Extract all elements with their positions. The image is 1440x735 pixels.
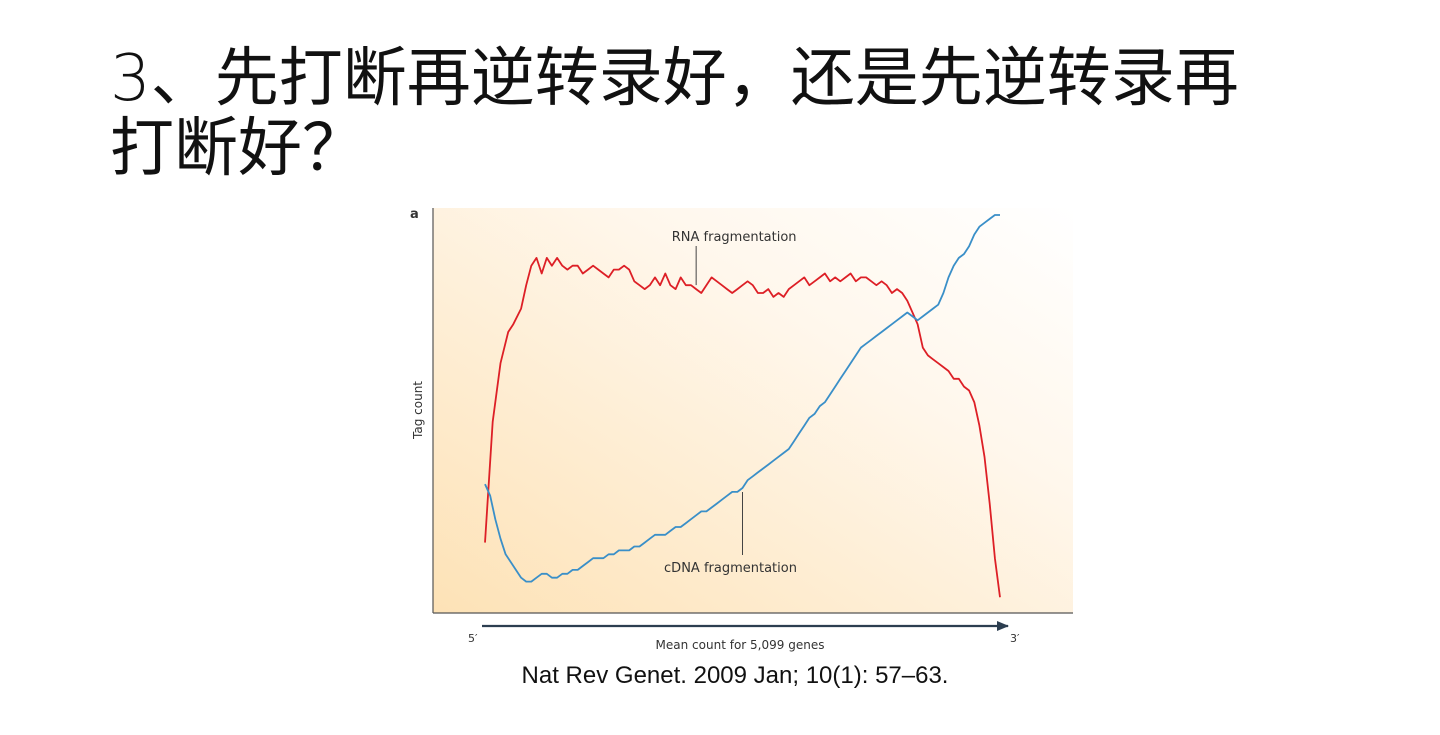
x-start-label: 5′ [468, 632, 478, 645]
cdna-annotation-label: cDNA fragmentation [664, 561, 797, 576]
citation: Nat Rev Genet. 2009 Jan; 10(1): 57–63. [521, 662, 949, 689]
slide-title: 3、先打断再逆转录好，还是先逆转录再 打断好？ [110, 44, 1330, 184]
rna-fragmentation-series [484, 257, 1001, 598]
cdna-fragmentation-line [484, 214, 1000, 583]
plot-background [433, 208, 1073, 613]
x-end-label: 3′ [1010, 632, 1020, 645]
y-axis-label: Tag count [411, 381, 425, 440]
rna-fragmentation-line [484, 257, 1001, 598]
slide-title-line-2: 打断好？ [110, 112, 366, 186]
x-axis-label: Mean count for 5,099 genes [656, 638, 825, 652]
rna-annotation-label: RNA fragmentation [672, 230, 797, 245]
panel-label: a [410, 207, 419, 222]
cdna-fragmentation-series [484, 214, 1000, 583]
slide-title-line-1: 3、先打断再逆转录好，还是先逆转录再 [110, 42, 1239, 116]
tag-count-chart: a Tag count RNA fragmentation cDNA fragm… [410, 207, 1073, 652]
